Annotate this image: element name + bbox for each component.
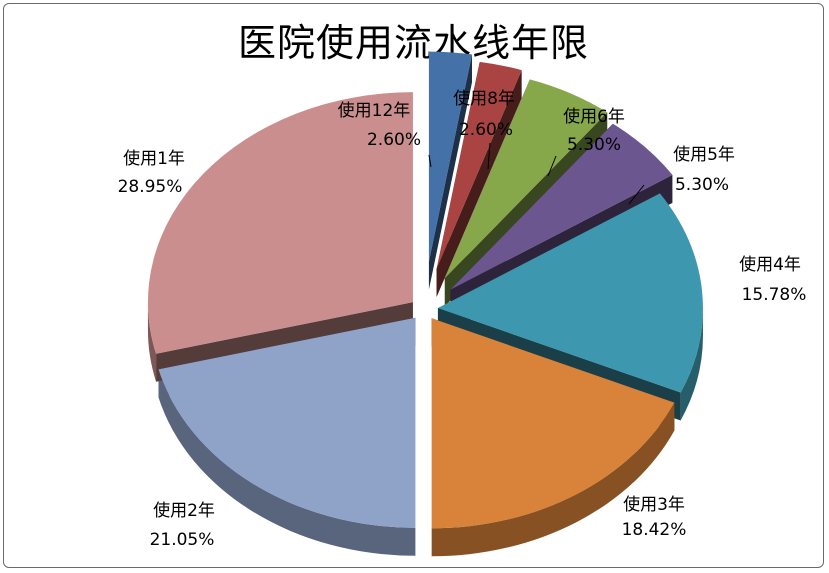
slice-wall-2-1 [436, 70, 522, 298]
leader-line-3 [547, 155, 557, 177]
slice-rim-5 [680, 308, 703, 421]
pie-slice-5 [437, 193, 703, 393]
pie-slice-2 [436, 61, 522, 270]
slice-rim-8 [147, 302, 157, 382]
slice-label-6: 使用3年 [623, 494, 685, 515]
slice-wall-1-1 [428, 54, 472, 290]
chart-title: 医院使用流水线年限 [237, 21, 589, 65]
pie-slice-1 [428, 51, 472, 262]
slice-label-7: 使用2年 [153, 500, 215, 521]
chart-frame: 医院使用流水线年限 使用12年 2.60% 使用8年 2.60% 使用6年 5.30% 使用… [3, 3, 824, 568]
pie-top-layer [147, 51, 703, 529]
slice-value-label-5: 15.78% [742, 285, 807, 305]
slice-value-label-2: 2.60% [459, 120, 513, 140]
leader-line-1 [428, 154, 432, 168]
slice-label-8: 使用1年 [123, 148, 185, 169]
slice-label-2: 使用8年 [453, 88, 515, 109]
pie-slice-7 [158, 317, 416, 528]
leader-line-4 [628, 184, 645, 205]
slice-value-label-1: 2.60% [367, 130, 421, 150]
leader-line-2 [487, 142, 491, 170]
slice-label-5: 使用4年 [739, 254, 801, 275]
slice-value-label-4: 5.30% [675, 175, 729, 195]
slice-label-3: 使用6年 [563, 106, 625, 127]
pie-slice-6 [431, 318, 675, 529]
slice-value-label-8: 28.95% [118, 177, 183, 197]
slice-rim-7 [158, 369, 416, 556]
pie-slice-8 [147, 92, 413, 354]
pie-slice-4 [450, 123, 673, 290]
slice-label-4: 使用5年 [673, 144, 735, 165]
slice-value-label-6: 18.42% [622, 520, 687, 540]
slice-rim-6 [431, 402, 675, 557]
pie-chart: 使用12年 2.60% 使用8年 2.60% 使用6年 5.30% 使用5年 5.30% 使用4… [118, 51, 807, 557]
pie-slice-3 [444, 79, 608, 279]
slice-value-label-7: 21.05% [150, 530, 215, 550]
slice-value-label-3: 5.30% [567, 135, 621, 155]
slice-label-1: 使用12年 [338, 100, 411, 121]
